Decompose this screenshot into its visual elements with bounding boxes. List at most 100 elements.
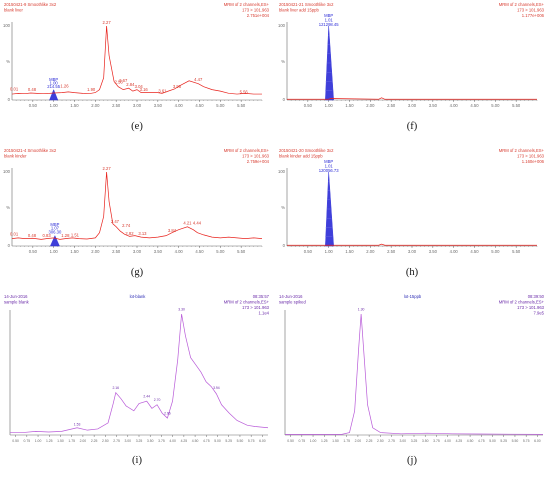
header-right-0: 08:39:50 (528, 294, 545, 299)
y-label-top: 100 (278, 23, 286, 28)
x-tick-label-3: 2.00 (91, 103, 100, 108)
header-left-1: blank kinder add 15ppb (279, 154, 323, 159)
peak-label-13: 3.84 (168, 228, 177, 233)
x-tick-label-21: 5.75 (248, 439, 255, 443)
header-left-1: sample blank (4, 300, 30, 305)
x-tick-label-19: 5.25 (500, 439, 507, 443)
x-tick-label-8: 2.50 (377, 439, 384, 443)
x-tick-label-10: 5.50 (512, 249, 521, 254)
x-tick-label-6: 2.00 (80, 439, 87, 443)
x-tick-label-4: 2.50 (387, 103, 396, 108)
x-tick-label-4: 1.50 (332, 439, 339, 443)
x-tick-label-0: 0.50 (304, 249, 313, 254)
y-label-bottom: 0 (283, 97, 286, 102)
header-right-0: 08:35:57 (253, 294, 270, 299)
x-tick-label-7: 4.00 (450, 249, 459, 254)
peak-label-4: 1.07 (51, 226, 60, 231)
header-center: lot-blank (130, 294, 147, 299)
x-tick-label-2: 1.50 (70, 103, 79, 108)
peak-label-5: 3.30 (178, 307, 185, 311)
trace-line (11, 171, 263, 240)
peak-label-0: MBP (324, 13, 333, 18)
peak-label-4: 2.96 (164, 411, 171, 415)
peak-label-6: 3.94 (213, 386, 220, 390)
header-left-0: 14-Jun-2016 (4, 294, 28, 299)
peak-label-9: 2.47 (111, 219, 120, 224)
x-tick-label-15: 4.25 (456, 439, 463, 443)
caption-f: (f) (406, 121, 418, 132)
x-tick-label-20: 5.50 (512, 439, 519, 443)
x-tick-label-4: 2.50 (112, 103, 121, 108)
header-right-3: 1.1e4 (259, 311, 270, 316)
peak-label-12: 3.16 (140, 87, 149, 92)
x-tick-label-2: 1.00 (35, 439, 42, 443)
peak-label-7: 1.51 (71, 232, 80, 237)
peak-label-8: 2.56 (115, 80, 124, 85)
y-label-top: 100 (3, 23, 11, 28)
x-tick-label-9: 5.00 (491, 103, 500, 108)
header-left-0: 20150421-9 Smoothlike 3x2 (4, 2, 57, 7)
y-label-top: 100 (3, 169, 11, 174)
header-right-2: 2.751e+004 (247, 13, 270, 18)
peak-label-3: 2.70 (154, 398, 161, 402)
header-right-0: MRM of 2 channels,ES+ (224, 2, 270, 7)
header-right-3: 7.9e5 (534, 311, 545, 316)
x-tick-label-17: 4.75 (478, 439, 485, 443)
peak-label-14: 3.96 (173, 84, 182, 89)
peak-label-2: MBP (49, 77, 58, 82)
x-tick-label-2: 1.50 (345, 103, 354, 108)
x-tick-label-10: 5.50 (512, 103, 521, 108)
peak-label-15: 4.44 (193, 221, 202, 226)
y-label-mid: % (6, 59, 10, 64)
peak-label-2: 121298.45 (319, 22, 339, 27)
x-tick-label-9: 2.75 (113, 439, 120, 443)
x-tick-label-15: 4.25 (181, 439, 188, 443)
y-label-mid: % (281, 205, 285, 210)
caption-e: (e) (131, 121, 143, 132)
y-label-bottom: 0 (8, 97, 11, 102)
x-tick-label-19: 5.25 (225, 439, 232, 443)
header-right-2: 173 > 101.963 (517, 305, 545, 310)
caption-i: (i) (132, 455, 142, 466)
x-tick-label-7: 4.00 (175, 249, 184, 254)
x-tick-label-14: 4.00 (169, 439, 176, 443)
trace-line (287, 243, 537, 246)
x-tick-label-5: 1.75 (68, 439, 75, 443)
x-tick-label-10: 5.50 (237, 103, 246, 108)
peak-label-2: 120056.73 (319, 168, 339, 173)
x-tick-label-5: 3.00 (133, 249, 142, 254)
header-right-2: 2.759e+004 (247, 159, 270, 164)
x-tick-label-9: 5.00 (216, 103, 225, 108)
header-right-1: 173 > 101.963 (242, 8, 270, 13)
peak-label-5: 306.30 (49, 229, 62, 234)
x-tick-label-8: 2.50 (102, 439, 109, 443)
peak-label-3: 1.00 (50, 80, 59, 85)
x-tick-label-6: 3.50 (429, 249, 438, 254)
x-tick-label-20: 5.50 (237, 439, 244, 443)
x-tick-label-10: 3.00 (124, 439, 131, 443)
x-tick-label-12: 3.50 (422, 439, 429, 443)
x-tick-label-22: 6.00 (534, 439, 541, 443)
header-left-1: blank liver add 15ppb (279, 8, 319, 13)
x-tick-label-1: 1.00 (50, 249, 59, 254)
header-right-0: MRM of 2 channels,ES+ (224, 148, 270, 153)
x-tick-label-11: 3.25 (136, 439, 143, 443)
x-tick-label-3: 2.00 (366, 103, 375, 108)
mbp-peak (49, 88, 59, 101)
trace-line (10, 313, 269, 433)
x-tick-label-1: 1.00 (50, 103, 59, 108)
header-right-1: 173 > 101.963 (242, 154, 270, 159)
peak-label-1: 0.48 (28, 87, 37, 92)
chromatogram-panel-e: 20150421-9 Smoothlike 3x2 blank liver MRM … (0, 0, 275, 140)
peak-label-0: 1.53 (74, 422, 81, 426)
peak-label-13: 3.61 (158, 89, 167, 94)
peak-label-11: 3.04 (135, 84, 144, 89)
peak-label-0: 0.01 (10, 86, 19, 91)
x-tick-label-14: 4.00 (444, 439, 451, 443)
x-tick-label-6: 3.50 (154, 249, 163, 254)
peak-label-11: 2.82 (125, 231, 134, 236)
